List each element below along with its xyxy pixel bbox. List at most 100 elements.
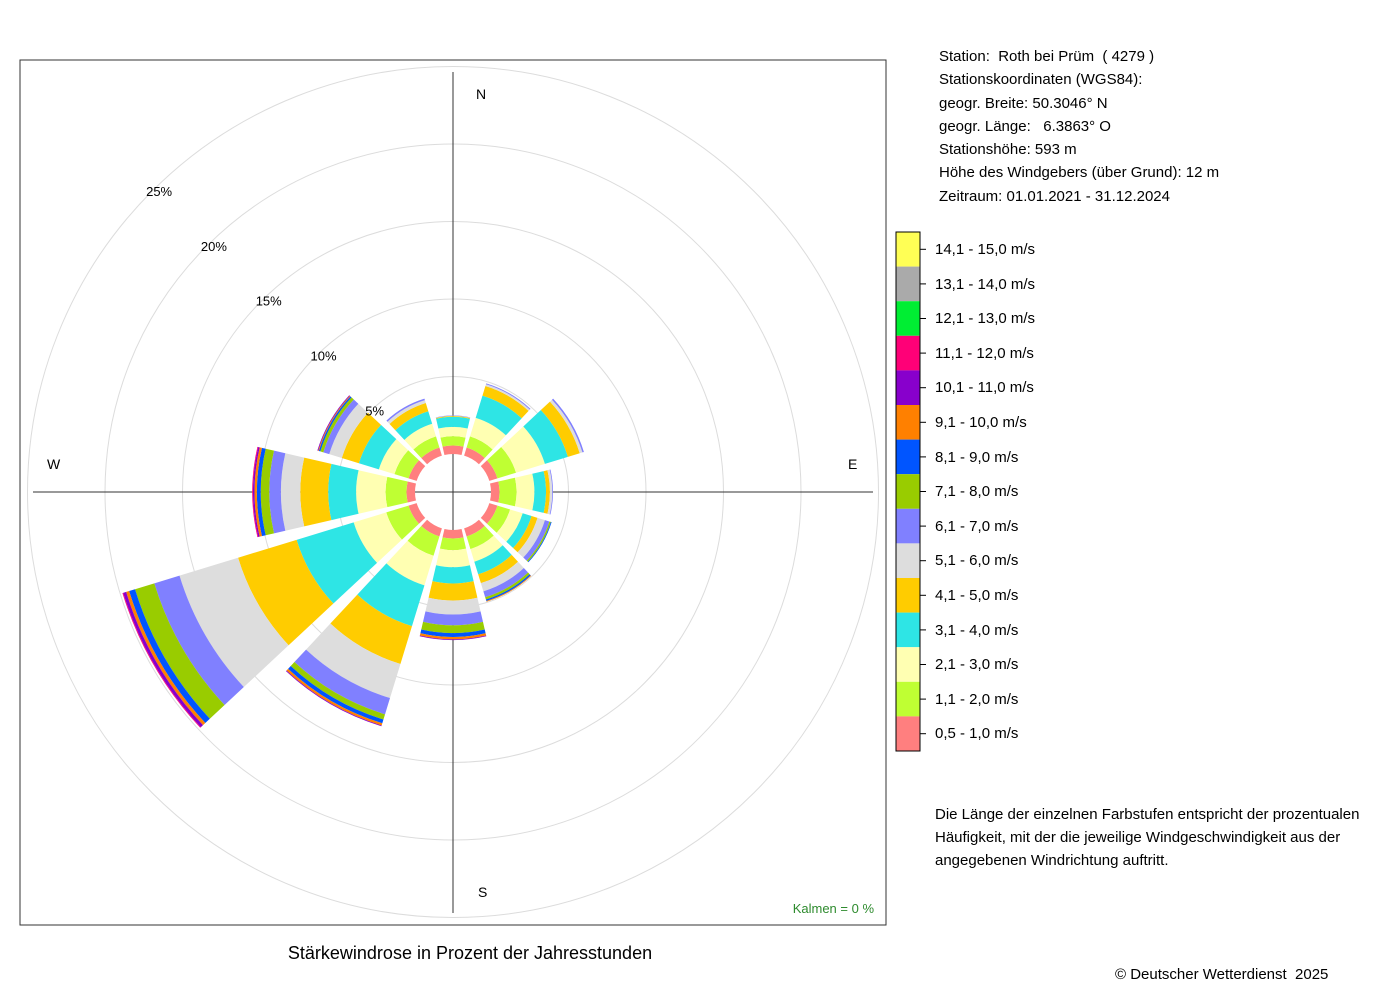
bar-segment-240-4	[238, 539, 334, 646]
bar-segment-330-5	[387, 400, 426, 424]
bar-segment-210-4	[330, 594, 412, 664]
sector-60	[480, 398, 584, 481]
wind-rose-chart: 5% 10% 15% 20% 25% N E S W Kalmen = 0 %	[19, 59, 887, 926]
legend-label-1: 1,1 - 2,0 m/s	[935, 690, 1019, 708]
bar-segment-0-4	[435, 416, 471, 419]
bar-segment-30-1	[466, 436, 493, 458]
legend-color-bar	[895, 231, 926, 752]
ring-label-25: 25%	[146, 184, 172, 199]
bar-segment-0-0	[442, 445, 464, 455]
legend-label-4: 4,1 - 5,0 m/s	[935, 587, 1019, 604]
bar-segment-30-0	[464, 447, 485, 465]
bar-segment-30-2	[470, 417, 506, 450]
sector-150	[464, 519, 532, 602]
legend-swatch-8	[896, 439, 920, 475]
plot-frame	[19, 59, 887, 926]
legend-swatch-11	[896, 335, 920, 371]
bar-segment-210-1	[407, 526, 440, 556]
legend-swatch-4	[896, 578, 920, 613]
bar-segment-240-7	[135, 583, 225, 719]
bar-segment-240-6	[154, 575, 244, 706]
legend-swatch-7	[896, 474, 920, 509]
legend-label-5: 5,1 - 6,0 m/s	[935, 552, 1019, 570]
sector-300	[317, 395, 426, 481]
bar-segment-330-0	[421, 447, 442, 465]
bar-segment-180-5	[425, 597, 481, 615]
sector-90	[490, 469, 554, 515]
bar-segment-90-5	[547, 469, 553, 515]
station-coords-title: Stationskoordinaten (WGS84):	[939, 71, 1143, 89]
copyright: © Deutscher Wetterdienst 2025	[1115, 966, 1329, 983]
compass-label-S: S	[478, 884, 487, 900]
bar-segment-210-3	[357, 563, 425, 627]
bar-segment-60-6	[551, 398, 584, 453]
legend-frame	[895, 231, 921, 752]
explanation-note: Die Länge der einzelnen Farbstufen entsp…	[935, 806, 1360, 869]
bar-segment-60-2	[501, 426, 545, 473]
bar-segment-60-1	[487, 447, 517, 479]
station-name: Station: Roth bei Prüm ( 4279 )	[939, 48, 1155, 65]
bar-segment-240-2	[353, 512, 402, 563]
bar-segment-300-8	[318, 396, 352, 452]
bar-segment-240-5	[179, 557, 289, 688]
legend-swatch-5	[896, 543, 920, 578]
ring-label-15: 15%	[256, 294, 282, 309]
grid-ring-25	[27, 66, 879, 918]
bar-segment-270-4	[300, 457, 332, 527]
bar-segment-30-4	[482, 385, 529, 419]
bar-segment-120-2	[496, 509, 523, 542]
bar-segment-0-2	[438, 426, 468, 438]
bar-segment-150-3	[474, 545, 512, 575]
legend-swatch-6	[896, 508, 920, 544]
bar-segment-90-0	[490, 481, 500, 503]
bar-segment-150-0	[464, 519, 485, 537]
calm-label: Kalmen = 0 %	[793, 901, 875, 916]
bar-segment-240-3	[296, 522, 378, 604]
legend-swatch-14	[896, 232, 920, 267]
bar-segment-90-2	[514, 473, 535, 511]
station-height: Stationshöhe: 593 m	[939, 141, 1077, 159]
legend-swatch-10	[896, 370, 920, 405]
legend-label-8: 8,1 - 9,0 m/s	[935, 448, 1019, 466]
bar-segment-270-5	[280, 453, 305, 531]
bar-segment-150-1	[466, 526, 494, 550]
legend-swatch-3	[896, 612, 920, 648]
bar-segment-240-1	[386, 505, 419, 540]
bar-segment-180-6	[423, 611, 483, 626]
bar-segment-240-0	[408, 503, 426, 524]
ring-label-5: 5%	[365, 403, 384, 418]
bar-segment-300-6	[323, 399, 359, 455]
bar-segment-270-10	[253, 447, 260, 537]
bar-segment-90-1	[498, 477, 517, 507]
legend-label-14: 14,1 - 15,0 m/s	[935, 241, 1036, 258]
time-period: Zeitraum: 01.01.2021 - 31.12.2024	[939, 187, 1170, 205]
bar-segment-330-2	[404, 423, 436, 450]
bar-segment-180-0	[442, 529, 464, 539]
bar-segment-300-0	[408, 460, 426, 481]
bar-segment-180-10	[419, 635, 487, 641]
bar-segment-270-2	[356, 470, 388, 514]
bar-segment-90-4	[543, 470, 550, 514]
bar-segment-270-9	[254, 447, 262, 537]
bar-segment-150-8	[485, 574, 531, 601]
bar-segment-210-2	[386, 540, 434, 586]
legend-label-2: 2,1 - 3,0 m/s	[935, 656, 1019, 674]
sector-180	[419, 529, 487, 641]
legend-swatch-13	[896, 266, 920, 302]
chart-caption: Stärkewindrose in Prozent der Jahresstun…	[287, 943, 653, 963]
bar-segment-120-0	[480, 503, 498, 524]
bar-segment-210-6	[294, 649, 390, 715]
compass-label-W: W	[47, 456, 61, 472]
bar-segment-120-1	[487, 505, 511, 533]
bar-segment-0-1	[440, 436, 466, 447]
bar-segment-270-3	[328, 463, 359, 521]
bar-segment-180-8	[420, 629, 486, 637]
bar-segment-60-3	[523, 410, 568, 464]
bar-segment-180-4	[428, 581, 478, 601]
bar-segment-0-6	[435, 415, 471, 418]
legend-label-11: 11,1 - 12,0 m/s	[935, 344, 1034, 362]
legend-label-0: 0,5 - 1,0 m/s	[935, 725, 1019, 743]
bar-segment-150-2	[470, 535, 503, 562]
bar-segment-330-3	[395, 411, 433, 440]
bar-segment-240-8	[129, 589, 210, 723]
